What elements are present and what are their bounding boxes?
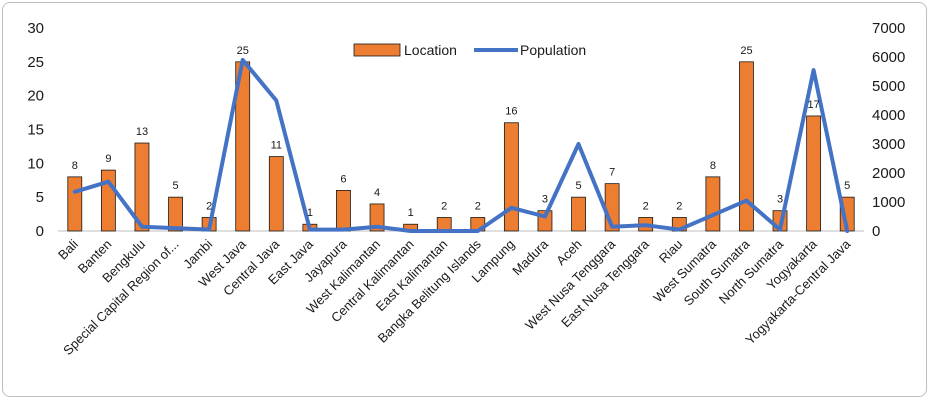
bar-data-label: 2 [475, 200, 481, 212]
bar-data-label: 2 [206, 200, 212, 212]
bar-data-label: 9 [105, 153, 111, 165]
y-left-tick-label: 0 [36, 223, 44, 240]
bar-data-label: 3 [542, 194, 548, 206]
bar-data-label: 8 [72, 160, 78, 172]
legend-label-population: Population [520, 42, 586, 58]
bar [134, 142, 150, 232]
y-right-tick-label: 4000 [872, 107, 905, 124]
bar-data-label: 16 [505, 106, 517, 118]
bar-data-label: 25 [740, 45, 752, 57]
y-right-tick-label: 2000 [872, 165, 905, 182]
bar-data-label: 1 [307, 207, 313, 219]
x-tick-label: Bali [55, 236, 81, 262]
legend-label-location: Location [404, 42, 457, 58]
y-left-tick-label: 25 [27, 54, 44, 71]
axes-layer: 0510152025300100020003000400050006000700… [27, 20, 905, 240]
y-right-tick-label: 3000 [872, 136, 905, 153]
y-left-tick-label: 15 [27, 122, 44, 139]
bar-data-label: 4 [374, 187, 380, 199]
bar [67, 176, 83, 232]
bar [369, 203, 385, 232]
bar [336, 189, 351, 232]
bar-data-label: 13 [136, 126, 148, 138]
x-tick-label: Madura [509, 236, 551, 278]
bar-data-label: 11 [271, 140, 282, 152]
y-right-tick-label: 6000 [872, 49, 905, 66]
legend: Location Population [353, 42, 586, 58]
x-tick-label: Riau [656, 237, 686, 267]
bar [571, 196, 586, 232]
bar [436, 217, 452, 232]
y-right-tick-label: 7000 [872, 20, 905, 37]
bar-data-label: 2 [643, 200, 649, 212]
y-left-tick-label: 30 [27, 20, 44, 37]
population-line [72, 57, 850, 233]
bar-data-label: 5 [172, 180, 178, 192]
chart-frame [2, 2, 927, 397]
bar-data-label: 17 [808, 99, 820, 111]
bar-data-label: 2 [676, 200, 682, 212]
bar-data-label: 5 [575, 180, 581, 192]
bar [806, 115, 822, 232]
bar [739, 61, 754, 232]
bar-data-label: 25 [237, 45, 249, 57]
y-left-tick-label: 5 [36, 189, 44, 206]
y-right-tick-label: 1000 [872, 194, 905, 211]
legend-swatch-location [353, 43, 401, 57]
bar-data-label: 3 [777, 194, 783, 206]
bar-data-label: 1 [408, 207, 414, 219]
y-left-tick-label: 10 [27, 155, 44, 172]
bar [503, 122, 519, 232]
bar [100, 169, 116, 232]
bar-data-label: 2 [441, 200, 447, 212]
y-right-tick-label: 5000 [872, 78, 905, 95]
bar [705, 176, 721, 232]
bar-data-label: 6 [340, 173, 346, 185]
line-layer [72, 57, 850, 233]
bar-data-label: 8 [710, 160, 716, 172]
bar [168, 196, 183, 232]
y-right-tick-label: 0 [872, 223, 880, 240]
y-left-tick-label: 20 [27, 88, 44, 105]
bar-data-label: 7 [609, 167, 615, 179]
bar-data-label: 5 [844, 180, 850, 192]
bar [268, 156, 284, 232]
